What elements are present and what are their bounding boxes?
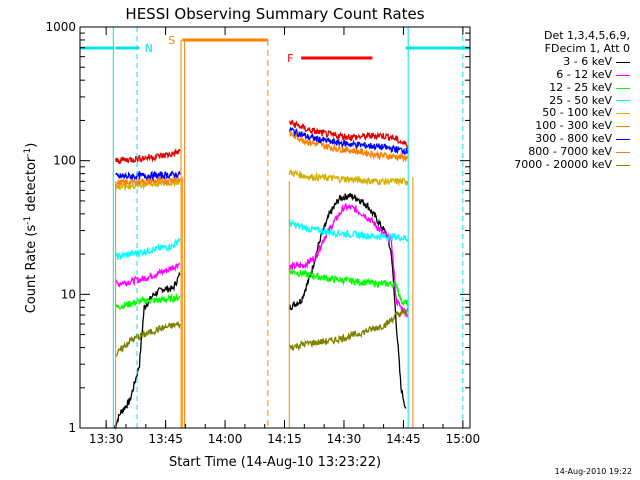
series-line-9-seg-1 — [288, 119, 409, 151]
legend-item-6: 300 - 800 keV — [484, 132, 634, 146]
y-axis-label-sup-1: -1 — [23, 216, 33, 225]
axes-layer: 13:30 13:45 14:00 14:15 14:30 14:45 15:00 1 10 10… — [45, 20, 480, 446]
legend-swatch-4 — [616, 113, 630, 115]
series-line-3-seg-1 — [288, 218, 409, 243]
y-axis-label-sup-2: -1 — [23, 148, 33, 157]
legend-label-8: 7000 - 20000 keV — [514, 158, 612, 172]
series-line-3-seg-0 — [115, 237, 181, 261]
legend-label-2: 12 - 25 keV — [549, 80, 612, 94]
legend-item-2: 12 - 25 keV — [484, 80, 634, 95]
x-tick-label-3: 14:15 — [267, 432, 302, 446]
flare-label: F — [287, 52, 293, 65]
x-tick-label-2: 14:00 — [208, 432, 243, 446]
y-tick-label-0: 1 — [68, 421, 76, 435]
legend-header-2: FDecim 1, Att 0 — [544, 41, 630, 55]
night-label: N — [145, 42, 153, 55]
legend-swatch-1 — [616, 74, 630, 76]
legend-swatch-7 — [616, 152, 630, 154]
x-tick-label-4: 14:30 — [327, 432, 362, 446]
legend-item-7: 800 - 7000 keV — [484, 145, 634, 159]
datestamp: 14-Aug-2010 19:22 — [554, 467, 632, 476]
legend-swatch-0 — [616, 61, 630, 63]
legend-item-5: 100 - 300 keV — [484, 119, 634, 133]
legend-rows: 3 - 6 keV 6 - 12 keV 12 - 25 keV 25 - 50 ke… — [484, 54, 634, 172]
series-line-1-seg-1 — [288, 202, 409, 319]
legend-item-0: 3 - 6 keV — [484, 54, 634, 69]
x-tick-label-5: 14:45 — [386, 432, 421, 446]
legend-label-6: 300 - 800 keV — [535, 132, 612, 146]
legend: Det 1,3,4,5,6,9, FDecim 1, Att 0 3 - 6 k… — [484, 29, 634, 172]
legend-label-3: 25 - 50 keV — [549, 93, 612, 107]
legend-swatch-6 — [616, 139, 630, 141]
y-tick-label-2: 100 — [53, 154, 76, 168]
series-line-4-seg-0 — [115, 176, 181, 192]
chart-title: HESSI Observing Summary Count Rates — [125, 5, 424, 23]
legend-label-1: 6 - 12 keV — [556, 67, 612, 81]
legend-label-0: 3 - 6 keV — [563, 54, 612, 68]
y-axis-label: Count Rate (s-1 detector-1) — [23, 143, 39, 314]
series-line-2-seg-0 — [115, 292, 181, 310]
series-line-4-seg-1 — [288, 169, 409, 187]
x-tick-label-1: 13:45 — [148, 432, 183, 446]
series-line-1-seg-0 — [115, 262, 180, 289]
plot-frame — [79, 26, 471, 429]
legend-swatch-2 — [616, 87, 630, 89]
x-tick-label-6: 15:00 — [446, 432, 481, 446]
x-axis-label: Start Time (14-Aug-10 13:23:22) — [169, 455, 381, 470]
legend-item-3: 25 - 50 keV — [484, 93, 634, 108]
legend-label-5: 100 - 300 keV — [535, 119, 612, 133]
series-line-6-seg-0 — [115, 170, 181, 182]
series-line-2-seg-1 — [288, 269, 409, 307]
y-axis-label-part-3: ) — [24, 143, 39, 148]
series-layer — [113, 119, 409, 430]
saa-label: S — [168, 34, 175, 47]
legend-swatch-3 — [616, 100, 630, 102]
y-axis-label-part-2: detector — [24, 156, 39, 216]
legend-item-8: 7000 - 20000 keV — [484, 158, 634, 172]
legend-item-4: 50 - 100 keV — [484, 107, 634, 120]
series-line-6-seg-1 — [289, 126, 409, 156]
series-line-8-seg-0 — [115, 321, 181, 358]
series-line-8-seg-1 — [288, 306, 409, 352]
legend-header-1: Det 1,3,4,5,6,9, — [543, 29, 630, 42]
y-tick-label-1: 10 — [61, 287, 76, 301]
y-axis-label-part-1: Count Rate (s — [24, 225, 39, 314]
series-line-9-seg-0 — [115, 148, 181, 165]
y-tick-label-3: 1000 — [45, 20, 76, 34]
legend-item-1: 6 - 12 keV — [484, 67, 634, 82]
legend-swatch-8 — [616, 165, 630, 167]
legend-swatch-5 — [616, 126, 630, 128]
series-line-5-seg-1 — [288, 130, 409, 163]
x-tick-label-0: 13:30 — [89, 432, 124, 446]
series-line-0-seg-0 — [113, 271, 181, 430]
legend-label-4: 50 - 100 keV — [542, 106, 612, 120]
legend-label-7: 800 - 7000 keV — [528, 145, 612, 159]
